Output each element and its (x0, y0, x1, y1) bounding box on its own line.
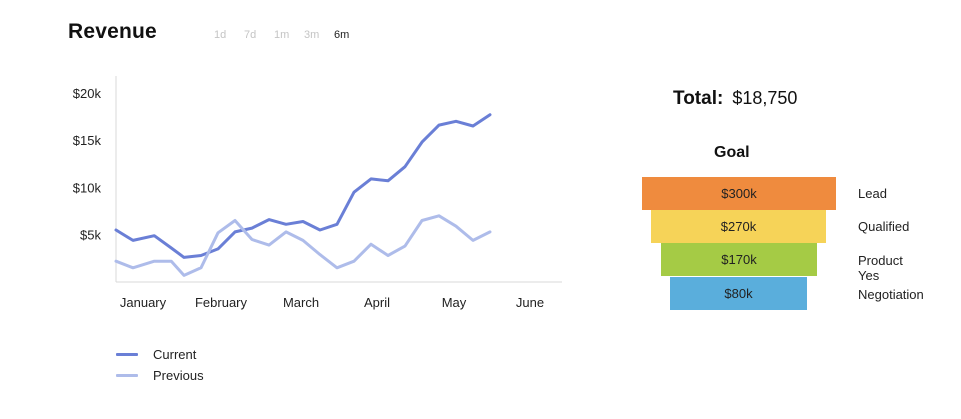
funnel-stage-lead[interactable]: $300k (642, 177, 836, 210)
x-tick-label: April (364, 295, 390, 310)
series-line-previous[interactable] (114, 214, 492, 277)
funnel-stage-negotiation[interactable]: $80k (670, 277, 807, 310)
legend-swatch-current (116, 353, 138, 356)
x-tick-label: June (516, 295, 544, 310)
funnel-stage-product-yes[interactable]: $170k (661, 243, 817, 276)
funnel-label-negotiation: Negotiation (858, 287, 924, 302)
funnel-label-lead: Lead (858, 186, 887, 201)
total-summary: Total: $18,750 (673, 88, 797, 110)
x-tick-label: March (283, 295, 319, 310)
range-7d[interactable]: 7d (244, 29, 257, 41)
y-tick-label: $15k (73, 133, 102, 148)
y-tick-label: $10k (73, 180, 102, 195)
legend-label-previous: Previous (153, 368, 204, 383)
total-label: Total: (673, 88, 724, 109)
y-tick-label: $20k (73, 86, 102, 101)
series-line-current[interactable] (114, 113, 492, 259)
x-tick-label: January (120, 295, 167, 310)
time-range-selector: 1d 7d 1m 3m 6m (214, 29, 364, 41)
x-tick-label: February (195, 295, 248, 310)
legend-item-current[interactable]: Current (116, 344, 204, 365)
legend-swatch-previous (116, 374, 138, 377)
page-title: Revenue (68, 20, 157, 43)
goal-title: Goal (714, 144, 750, 161)
funnel-label-product-yes: Product Yes (858, 253, 903, 283)
legend-item-previous[interactable]: Previous (116, 365, 204, 386)
chart-legend: Current Previous (116, 344, 204, 386)
range-3m[interactable]: 3m (304, 29, 320, 41)
funnel-value-product-yes: $170k (721, 252, 757, 267)
y-tick-label: $5k (80, 228, 101, 243)
range-6m[interactable]: 6m (334, 29, 350, 41)
legend-label-current: Current (153, 347, 197, 362)
range-1m[interactable]: 1m (274, 29, 290, 41)
funnel-stage-qualified[interactable]: $270k (651, 210, 826, 243)
funnel-value-negotiation: $80k (724, 286, 753, 301)
total-value: $18,750 (732, 88, 798, 108)
funnel-value-lead: $300k (721, 186, 757, 201)
x-tick-label: May (442, 295, 467, 310)
funnel-label-qualified: Qualified (858, 219, 910, 234)
range-1d[interactable]: 1d (214, 29, 227, 41)
funnel-value-qualified: $270k (720, 219, 757, 234)
